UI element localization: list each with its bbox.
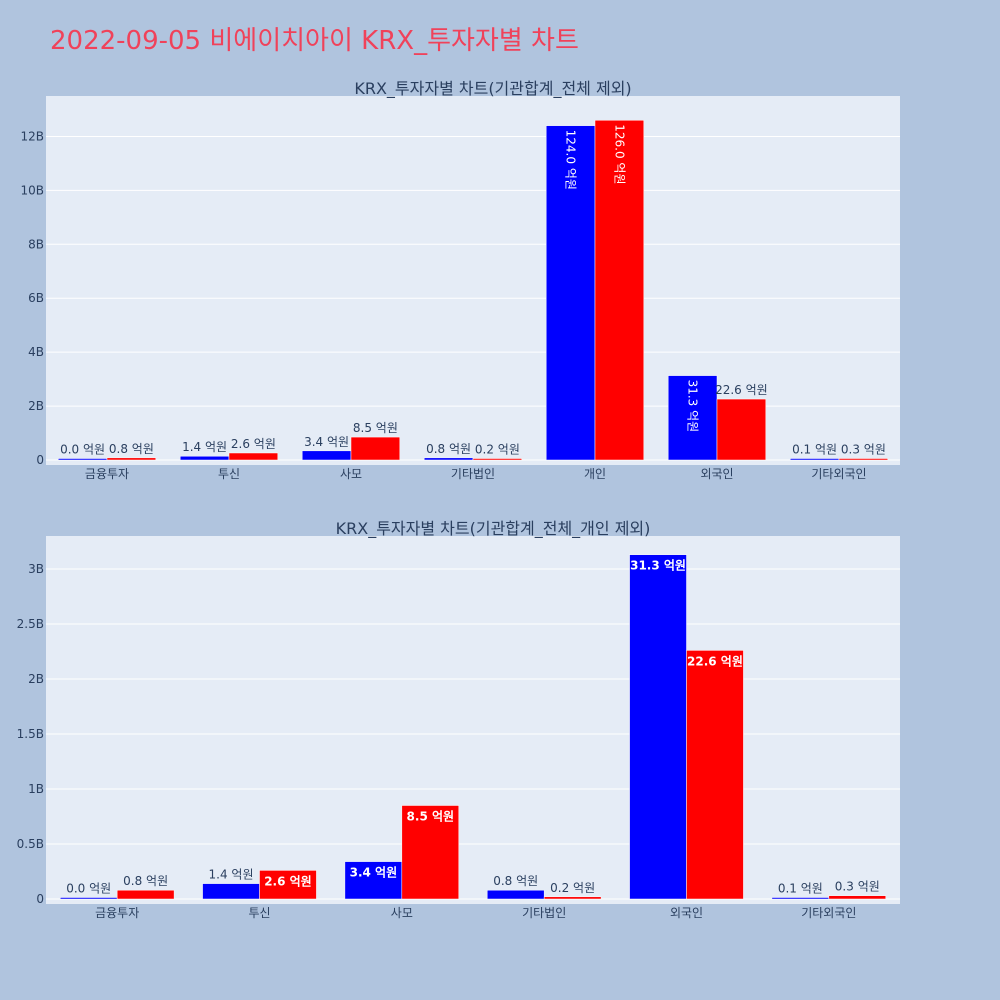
bar-value-label: 0.8 억원 <box>123 874 168 888</box>
bar <box>423 457 474 461</box>
page-title: 2022-09-05 비에이치아이 KRX_투자자별 차트 <box>50 26 579 56</box>
bar-value-label: 8.5 억원 <box>353 421 398 435</box>
y-tick-label: 1.5B <box>17 727 44 741</box>
bar <box>472 458 523 461</box>
x-tick-label: 외국인 <box>700 467 733 481</box>
bar <box>828 895 887 900</box>
bar <box>259 870 317 900</box>
bar-value-label: 0.2 억원 <box>475 443 520 457</box>
bar <box>59 897 118 900</box>
bar-value-label: 0.1 억원 <box>792 443 837 457</box>
plot-area <box>46 536 900 904</box>
bar-value-label: 0.0 억원 <box>66 882 111 896</box>
x-tick-label: 사모 <box>340 467 362 481</box>
bar <box>179 455 230 461</box>
bar-value-label: 2.6 억원 <box>231 437 276 451</box>
bar <box>116 889 175 900</box>
bar-value-label: 1.4 억원 <box>182 440 227 454</box>
bar <box>629 554 687 900</box>
y-tick-label: 10B <box>20 183 44 197</box>
bar-value-label: 31.3 억원 <box>630 559 686 573</box>
bar <box>486 889 545 900</box>
bar-value-label: 8.5 억원 <box>407 810 455 824</box>
bar-value-label: 0.0 억원 <box>60 443 105 457</box>
y-tick-label: 2B <box>28 399 44 413</box>
bar <box>789 458 840 461</box>
x-tick-label: 금융투자 <box>85 467 129 481</box>
bar <box>57 458 108 461</box>
x-tick-label: 금융투자 <box>95 906 139 920</box>
bar <box>401 805 460 900</box>
y-tick-label: 12B <box>20 129 44 143</box>
bar-value-label: 0.8 억원 <box>109 442 154 456</box>
chart-title: KRX_투자자별 차트(기관합계_전체 제외) <box>354 79 631 99</box>
bar <box>350 436 401 461</box>
y-tick-label: 2.5B <box>17 617 44 631</box>
y-tick-label: 4B <box>28 345 44 359</box>
bar <box>667 375 718 461</box>
bar-value-label: 3.4 억원 <box>304 435 349 449</box>
bar-value-label: 126.0 억원 <box>612 124 626 184</box>
bar <box>838 458 889 461</box>
bar-value-label: 1.4 억원 <box>209 868 254 882</box>
x-tick-label: 기타외국인 <box>801 906 856 920</box>
y-tick-label: 0 <box>36 453 44 467</box>
bar <box>594 120 645 461</box>
y-tick-label: 8B <box>28 237 44 251</box>
x-tick-label: 기타외국인 <box>811 467 866 481</box>
y-tick-label: 1B <box>28 782 44 796</box>
bar-value-label: 0.2 억원 <box>550 881 595 895</box>
bar <box>543 896 602 900</box>
x-tick-label: 투신 <box>248 906 270 920</box>
bar-value-label: 31.3 억원 <box>686 380 700 433</box>
chart-title: KRX_투자자별 차트(기관합계_전체_개인 제외) <box>336 519 651 539</box>
bar <box>686 650 744 900</box>
x-tick-label: 외국인 <box>670 906 703 920</box>
x-tick-label: 사모 <box>391 906 413 920</box>
chart-bottom: 0 0.5B 1B 1.5B 2B 2.5B 3B KRX_투자자별 차트(기관합계_전체_개… <box>17 519 900 920</box>
bar-value-label: 0.3 억원 <box>835 880 880 894</box>
y-tick-label: 0.5B <box>17 837 44 851</box>
x-tick-label: 기타법인 <box>451 467 495 481</box>
chart-top: 0 2B 4B 6B 8B 10B 12B KRX_투자자별 차트(기관합계_전체 제외) 금융… <box>20 79 900 481</box>
x-tick-label: 기타법인 <box>522 906 566 920</box>
y-tick-label: 0 <box>36 892 44 906</box>
bar <box>716 398 767 461</box>
plot-area <box>46 96 900 465</box>
bar-value-label: 2.6 억원 <box>264 874 312 888</box>
y-tick-label: 6B <box>28 291 44 305</box>
bar-value-label: 22.6 억원 <box>715 383 768 397</box>
bar-value-label: 3.4 억원 <box>350 866 398 880</box>
y-tick-label: 2B <box>28 672 44 686</box>
bar <box>301 450 352 461</box>
bar <box>228 452 279 461</box>
y-tick-label: 3B <box>28 562 44 576</box>
bar <box>344 861 403 900</box>
bar-value-label: 0.8 억원 <box>493 874 538 888</box>
bar <box>545 125 596 461</box>
x-tick-label: 개인 <box>584 467 606 481</box>
bar-value-label: 0.3 억원 <box>841 443 886 457</box>
bar-value-label: 124.0 억원 <box>564 130 578 190</box>
bar-value-label: 0.8 억원 <box>426 442 471 456</box>
bar <box>106 457 157 461</box>
x-tick-label: 투신 <box>218 467 240 481</box>
bar-value-label: 0.1 억원 <box>778 882 823 896</box>
bar <box>771 897 830 900</box>
bar <box>202 883 260 900</box>
bar-value-label: 22.6 억원 <box>687 654 743 668</box>
